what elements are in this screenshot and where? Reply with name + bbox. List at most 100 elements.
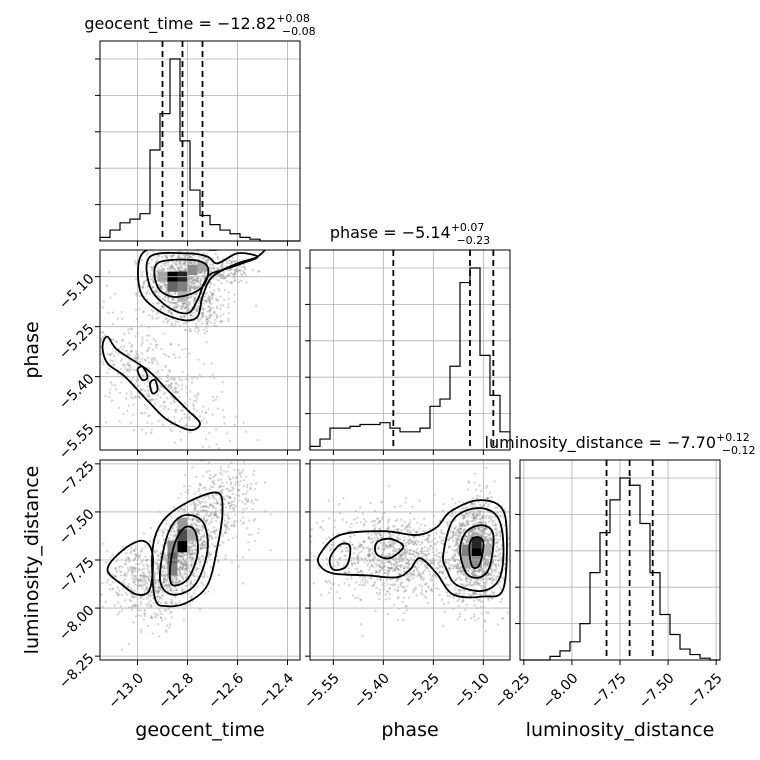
sample-point bbox=[181, 557, 185, 560]
sample-point bbox=[457, 527, 460, 530]
sample-point bbox=[452, 556, 455, 560]
sample-point bbox=[485, 611, 488, 614]
sample-point bbox=[181, 589, 184, 592]
sample-point bbox=[156, 579, 159, 582]
sample-point bbox=[230, 561, 234, 564]
sample-point bbox=[181, 565, 185, 568]
sample-point bbox=[230, 524, 233, 527]
sample-point bbox=[269, 513, 272, 516]
sample-point bbox=[224, 554, 227, 557]
sample-point bbox=[231, 281, 234, 284]
sample-point bbox=[170, 376, 173, 380]
sample-point bbox=[168, 369, 171, 372]
sample-point bbox=[214, 513, 217, 516]
sample-point bbox=[191, 551, 194, 555]
sample-point bbox=[215, 528, 218, 532]
sample-point bbox=[215, 305, 219, 309]
sample-point bbox=[104, 600, 107, 603]
sample-point bbox=[157, 291, 161, 294]
sample-point bbox=[191, 544, 195, 548]
sample-point bbox=[141, 373, 144, 377]
sample-point bbox=[473, 502, 477, 506]
sample-point bbox=[105, 421, 108, 424]
sample-point bbox=[170, 429, 174, 433]
sample-point bbox=[147, 313, 151, 317]
sample-point bbox=[226, 470, 229, 473]
sample-point bbox=[135, 294, 139, 298]
sample-point bbox=[204, 488, 208, 491]
sample-point bbox=[203, 519, 206, 522]
sample-point bbox=[178, 261, 181, 265]
sample-point bbox=[222, 517, 225, 521]
sample-point bbox=[140, 389, 143, 392]
sample-point bbox=[506, 611, 510, 614]
sample-point bbox=[238, 473, 242, 476]
sample-point bbox=[170, 300, 173, 304]
sample-point bbox=[171, 267, 175, 270]
sample-point bbox=[211, 296, 214, 299]
sample-point bbox=[234, 269, 237, 272]
sample-point bbox=[122, 345, 126, 348]
sample-point bbox=[199, 547, 203, 550]
sample-point bbox=[180, 409, 183, 412]
sample-point bbox=[187, 549, 191, 553]
sample-point bbox=[134, 334, 137, 338]
sample-point bbox=[253, 518, 257, 521]
sample-point bbox=[198, 500, 201, 503]
sample-point bbox=[142, 577, 146, 580]
sample-point bbox=[160, 347, 163, 351]
sample-point bbox=[95, 365, 97, 367]
sample-point bbox=[164, 295, 167, 299]
sample-point bbox=[148, 575, 152, 578]
sample-point bbox=[363, 576, 367, 579]
sample-point bbox=[220, 319, 223, 323]
sample-point bbox=[164, 284, 167, 287]
sample-point bbox=[480, 516, 484, 519]
sample-point bbox=[161, 404, 165, 407]
sample-point bbox=[178, 356, 181, 359]
sample-point bbox=[162, 566, 166, 570]
sample-point bbox=[174, 451, 176, 453]
sample-point bbox=[367, 546, 370, 550]
sample-point bbox=[148, 569, 151, 573]
sample-point bbox=[180, 587, 184, 590]
sample-point bbox=[179, 565, 182, 568]
sample-point bbox=[492, 569, 495, 572]
sample-point bbox=[472, 533, 475, 537]
sample-point bbox=[183, 559, 186, 563]
sample-point bbox=[207, 590, 210, 593]
sample-point bbox=[487, 520, 491, 523]
sample-point bbox=[187, 583, 190, 586]
sample-point bbox=[125, 363, 128, 366]
sample-point bbox=[174, 302, 178, 305]
sample-point bbox=[459, 525, 462, 528]
sample-point bbox=[498, 547, 501, 550]
sample-point bbox=[138, 578, 142, 582]
sample-point bbox=[166, 575, 170, 579]
sample-point bbox=[485, 485, 489, 488]
sample-point bbox=[486, 542, 489, 546]
sample-point bbox=[139, 411, 143, 415]
sample-point bbox=[149, 399, 152, 402]
sample-point bbox=[118, 347, 121, 351]
sample-point bbox=[485, 514, 488, 517]
sample-point bbox=[178, 600, 182, 604]
sample-point bbox=[225, 481, 229, 484]
sample-point bbox=[227, 520, 230, 524]
sample-point bbox=[224, 505, 228, 509]
sample-point bbox=[152, 250, 155, 253]
sample-point bbox=[223, 422, 226, 425]
sample-point bbox=[156, 259, 159, 262]
sample-point bbox=[161, 268, 164, 271]
sample-point bbox=[174, 386, 177, 389]
sample-point bbox=[137, 562, 141, 566]
sample-point bbox=[139, 360, 142, 363]
sample-point bbox=[155, 360, 158, 363]
sample-point bbox=[168, 524, 171, 527]
sample-point bbox=[213, 530, 216, 534]
sample-point bbox=[223, 523, 227, 527]
sample-point bbox=[189, 288, 193, 292]
sample-point bbox=[478, 514, 481, 517]
sample-point bbox=[142, 567, 146, 570]
sample-point bbox=[191, 556, 195, 559]
